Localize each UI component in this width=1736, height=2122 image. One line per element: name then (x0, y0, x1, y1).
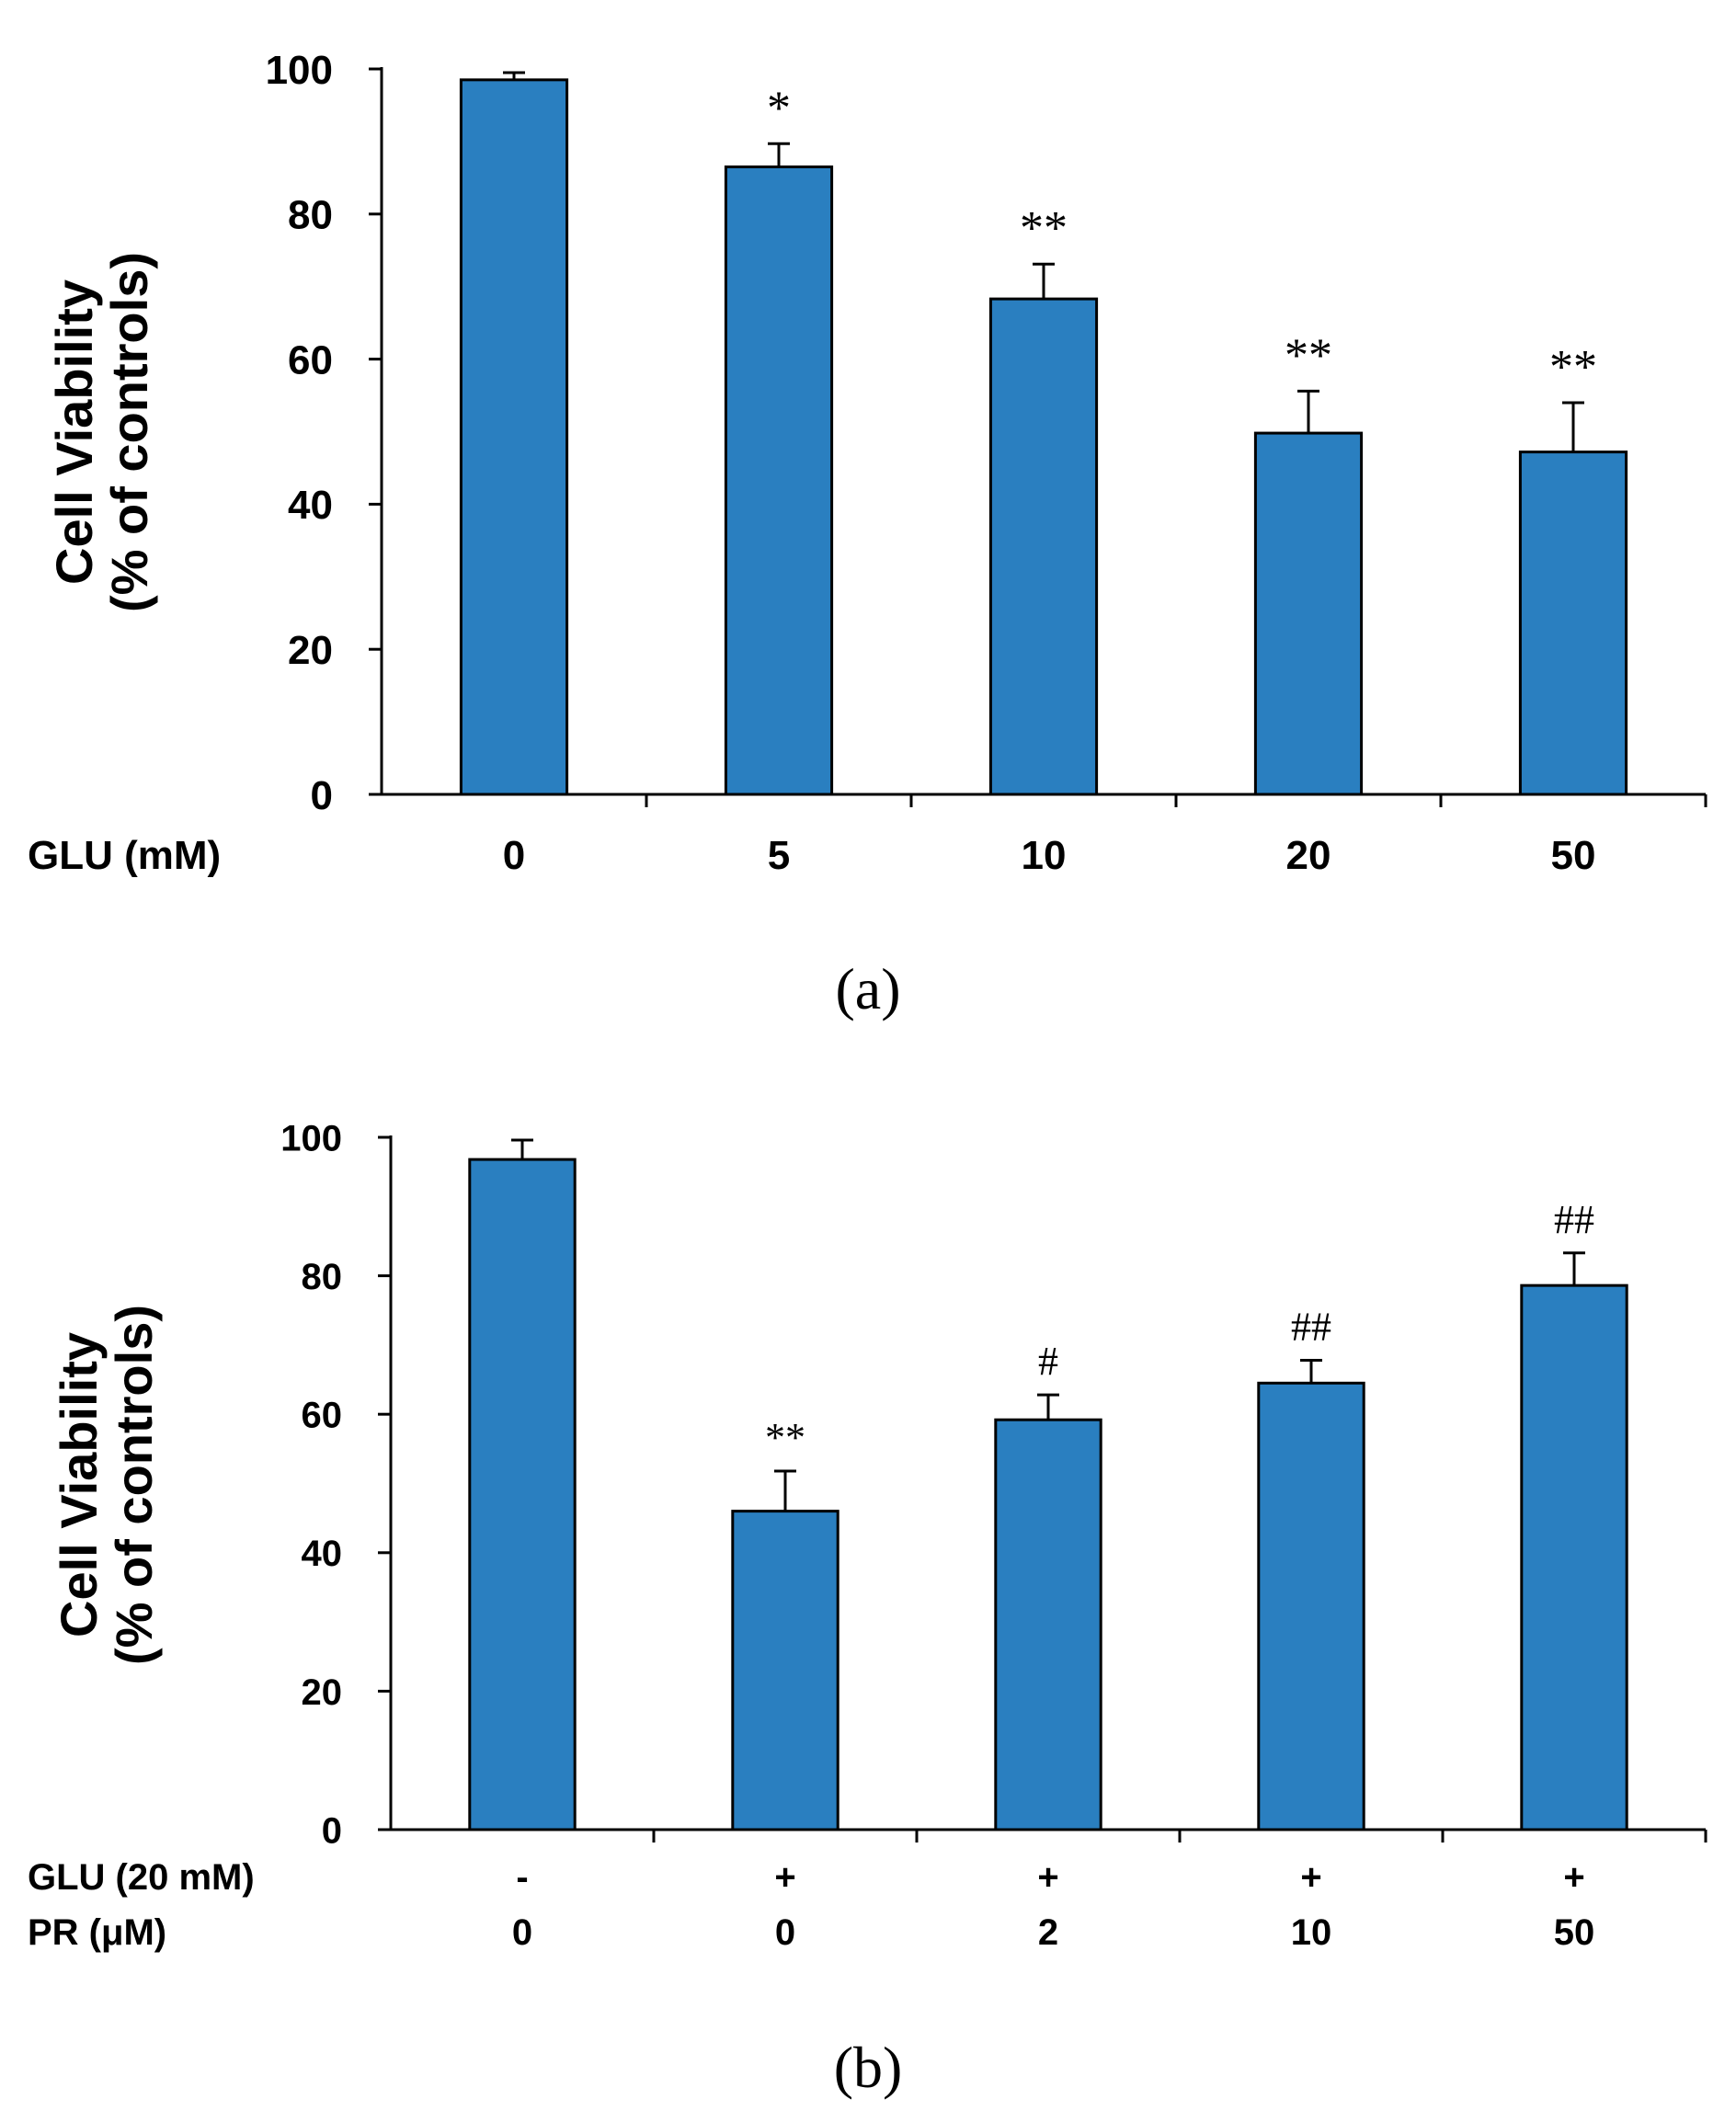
significance-mark: ** (765, 1415, 805, 1460)
x-category-label: 10 (1291, 1912, 1332, 1953)
bar (994, 1418, 1102, 1831)
y-tick-label: 0 (311, 773, 333, 818)
bar (724, 165, 834, 796)
y-tick-label: 60 (302, 1396, 343, 1436)
x-category-label: 0 (775, 1912, 795, 1953)
bar (731, 1510, 839, 1831)
x-category-label: 20 (1286, 833, 1331, 878)
x-category-label: + (1563, 1857, 1584, 1898)
y-tick-label: 60 (288, 337, 333, 382)
y-axis-label-line: Cell Viability (50, 1332, 108, 1637)
y-axis-label-line: (% of controls) (100, 252, 158, 612)
panel-label: (a) (835, 956, 900, 1021)
x-category-label: 2 (1038, 1912, 1058, 1953)
bar (459, 78, 569, 796)
x-row-label: GLU (mM) (28, 833, 221, 878)
significance-mark: ** (1285, 329, 1332, 382)
x-row-label: GLU (20 mM) (28, 1857, 255, 1898)
y-tick-label: 40 (302, 1534, 343, 1574)
y-tick-label: 80 (288, 193, 333, 238)
x-category-label: + (1300, 1857, 1321, 1898)
x-category-label: 5 (768, 833, 790, 878)
x-category-label: 0 (512, 1912, 532, 1953)
significance-mark: ## (1291, 1304, 1331, 1349)
bar (1253, 431, 1364, 796)
significance-mark: * (767, 82, 791, 134)
x-category-label: - (516, 1857, 528, 1898)
x-category-label: + (1037, 1857, 1058, 1898)
bar (1257, 1381, 1365, 1831)
y-axis-label: Cell Viability(% of controls) (50, 1305, 163, 1665)
y-tick-label: 0 (322, 1810, 342, 1851)
x-category-label: 0 (503, 833, 525, 878)
y-axis-label-line: Cell Viability (45, 280, 103, 585)
x-category-label: + (774, 1857, 795, 1898)
x-row-label: PR (μM) (28, 1912, 166, 1953)
y-axis-label: Cell Viability(% of controls) (45, 252, 158, 612)
y-tick-label: 100 (266, 48, 333, 93)
y-axis-label-line: (% of controls) (105, 1305, 163, 1665)
panel-label: (b) (834, 2035, 903, 2100)
y-tick-label: 40 (288, 483, 333, 528)
significance-mark: ## (1554, 1197, 1594, 1242)
bar (1518, 451, 1628, 796)
significance-mark: # (1038, 1339, 1058, 1384)
significance-mark: ** (1020, 202, 1068, 255)
y-tick-label: 20 (302, 1672, 343, 1713)
significance-mark: ** (1549, 341, 1597, 394)
x-category-label: 50 (1554, 1912, 1595, 1953)
bar (468, 1158, 577, 1831)
y-tick-label: 100 (280, 1118, 342, 1158)
x-category-label: 10 (1022, 833, 1067, 878)
y-tick-label: 80 (302, 1257, 343, 1297)
x-category-label: 50 (1551, 833, 1596, 878)
y-tick-label: 20 (288, 628, 333, 673)
bar (1520, 1283, 1628, 1831)
bar (988, 297, 1099, 796)
